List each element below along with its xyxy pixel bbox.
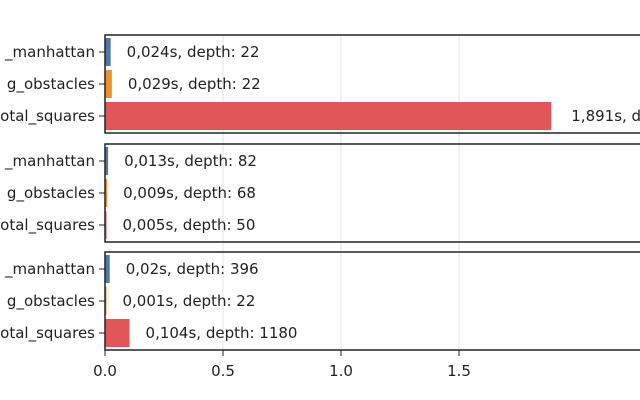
category-label: otal_squares	[0, 324, 95, 343]
bar-value-label: 0,024s, depth: 22	[127, 43, 260, 61]
panel-frame	[104, 143, 640, 243]
bar-squares	[105, 102, 552, 130]
category-label: _manhattan	[4, 43, 95, 62]
bar-manhattan	[105, 255, 110, 283]
category-label: _manhattan	[4, 260, 95, 279]
category-label: otal_squares	[0, 216, 95, 235]
bar-value-label: 0,009s, depth: 68	[123, 184, 256, 202]
x-tick-label: 0.0	[93, 362, 117, 380]
x-tick-label: 0.5	[211, 362, 235, 380]
bar-obstacles	[105, 179, 108, 207]
category-label: g_obstacles	[7, 184, 95, 203]
bar-manhattan	[105, 147, 109, 175]
bar-obstacles	[105, 70, 112, 98]
bar-value-label: 0,005s, depth: 50	[123, 216, 256, 234]
panel-frame	[104, 34, 640, 134]
category-label: _manhattan	[4, 152, 95, 171]
bar-value-label: 1,891s, depth	[571, 107, 640, 125]
category-label: otal_squares	[0, 107, 95, 126]
bar-squares	[105, 319, 130, 347]
bar-value-label: 0,02s, depth: 396	[126, 260, 259, 278]
category-label: g_obstacles	[7, 75, 95, 94]
bar-value-label: 0,104s, depth: 1180	[146, 324, 298, 342]
bar-value-label: 0,029s, depth: 22	[128, 75, 261, 93]
bar-manhattan	[105, 38, 111, 66]
x-tick-label: 1.0	[329, 362, 353, 380]
category-label: g_obstacles	[7, 292, 95, 311]
x-tick-label: 1.5	[447, 362, 471, 380]
bar-value-label: 0,013s, depth: 82	[124, 152, 257, 170]
bar-value-label: 0,001s, depth: 22	[123, 292, 256, 310]
panel-frame	[104, 251, 640, 351]
